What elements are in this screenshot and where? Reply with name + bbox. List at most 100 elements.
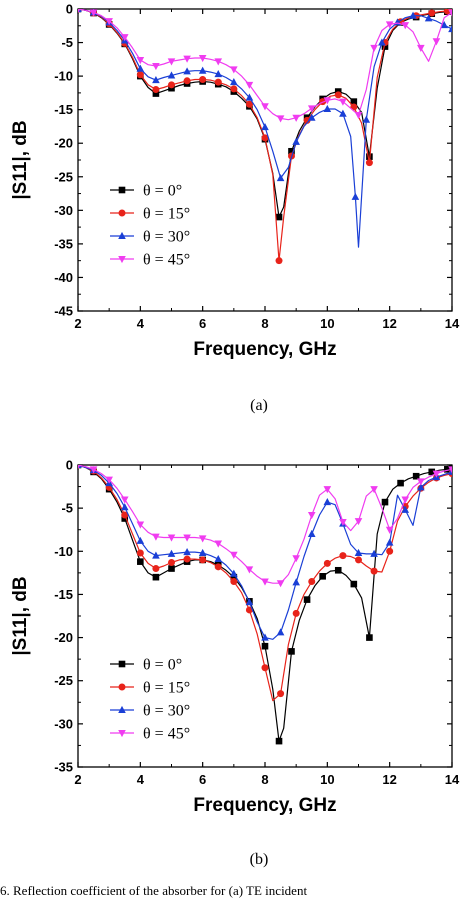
legend-label: θ = 30° — [143, 229, 190, 246]
data-point — [307, 529, 316, 538]
data-point — [214, 78, 222, 86]
data-point — [276, 115, 285, 123]
x-axis-label: Frequency, GHz — [193, 339, 336, 360]
data-point — [214, 563, 222, 571]
legend-marker — [118, 209, 126, 217]
data-point — [370, 486, 378, 494]
data-point — [261, 123, 269, 131]
data-point — [183, 55, 191, 63]
data-point — [168, 565, 175, 572]
data-point — [230, 573, 238, 581]
data-point — [355, 556, 362, 564]
data-point — [261, 578, 269, 586]
data-point — [168, 81, 175, 89]
data-point — [183, 77, 191, 85]
data-point — [230, 569, 238, 577]
data-point — [370, 567, 378, 575]
data-point — [370, 549, 378, 557]
legend-label: θ = 0° — [143, 183, 182, 200]
figure-caption: 6. Reflection coefficient of the absorbe… — [0, 883, 308, 898]
data-point — [350, 580, 358, 588]
legend-marker — [118, 730, 126, 738]
data-point — [448, 466, 452, 474]
data-point — [292, 578, 300, 586]
y-tick-label: -5 — [61, 35, 73, 50]
data-point — [378, 38, 386, 46]
x-tick-label: 14 — [445, 772, 460, 787]
data-point — [323, 104, 332, 112]
x-tick-label: 12 — [382, 772, 396, 787]
data-point — [136, 536, 145, 544]
data-point — [183, 67, 191, 75]
data-point — [121, 511, 129, 519]
data-point — [401, 505, 410, 513]
data-point — [323, 498, 332, 506]
data-point — [152, 86, 160, 94]
series-line — [78, 465, 452, 640]
legend-label: θ = 45° — [143, 252, 190, 269]
data-point — [275, 213, 283, 221]
data-point — [152, 533, 160, 541]
data-point — [401, 22, 410, 30]
series-3 — [78, 9, 452, 248]
data-point — [385, 526, 394, 534]
data-point — [152, 90, 160, 97]
data-point — [167, 549, 176, 557]
x-tick-label: 10 — [320, 316, 334, 331]
legend-marker — [118, 231, 126, 239]
data-point — [276, 580, 285, 588]
data-point — [183, 534, 191, 542]
data-point — [448, 25, 452, 33]
y-axis-label: |S11|, dB — [10, 120, 31, 199]
data-point — [199, 75, 207, 83]
series-2 — [78, 9, 452, 265]
data-point — [350, 98, 358, 105]
data-point — [354, 548, 363, 557]
data-point — [432, 470, 441, 478]
data-point — [401, 496, 410, 504]
data-point — [214, 540, 223, 548]
legend: θ = 0° θ = 15° θ = 30° θ = 45° — [110, 183, 190, 269]
data-point — [362, 115, 371, 123]
data-point — [288, 648, 295, 655]
data-point — [214, 58, 223, 66]
data-point — [136, 64, 145, 72]
x-tick-label: 6 — [199, 772, 206, 787]
data-point — [183, 555, 191, 563]
data-point — [292, 114, 300, 122]
data-point — [230, 577, 238, 585]
data-point — [339, 518, 347, 527]
data-point — [303, 116, 311, 124]
legend-marker — [118, 256, 126, 264]
y-tick-label: -20 — [54, 630, 73, 645]
data-point — [275, 737, 283, 745]
data-point — [152, 551, 160, 559]
legend-label: θ = 30° — [143, 703, 190, 720]
data-point — [334, 91, 342, 99]
y-tick-label: -30 — [54, 716, 73, 731]
data-point — [448, 9, 452, 17]
data-point — [136, 521, 145, 529]
series-4 — [78, 465, 452, 588]
data-point — [261, 134, 269, 142]
data-point — [307, 113, 316, 121]
data-point — [167, 58, 176, 66]
data-point — [292, 555, 300, 563]
data-point — [339, 109, 347, 117]
chart-panel-1: 2 4 6 8 10 12 14 0 -5 -10 -15 -20 -25 -30 -35 -40 -45 Fre… — [10, 2, 460, 415]
chart-panel-2: 2 4 6 8 10 12 14 0 -5 -10 -15 -20 -25 -30 -35 Frequency… — [10, 458, 460, 869]
x-tick-label: 4 — [137, 772, 145, 787]
y-tick-label: 0 — [66, 2, 73, 17]
data-point — [307, 105, 316, 113]
data-point — [214, 69, 223, 78]
data-point — [366, 634, 373, 641]
legend-label: θ = 45° — [143, 726, 190, 743]
data-point — [323, 97, 332, 105]
x-tick-label: 10 — [320, 772, 334, 787]
data-point — [334, 566, 342, 574]
y-tick-label: -15 — [54, 102, 73, 117]
data-point — [230, 551, 238, 559]
data-point — [308, 577, 316, 585]
data-point — [183, 548, 191, 556]
data-point — [354, 518, 363, 526]
